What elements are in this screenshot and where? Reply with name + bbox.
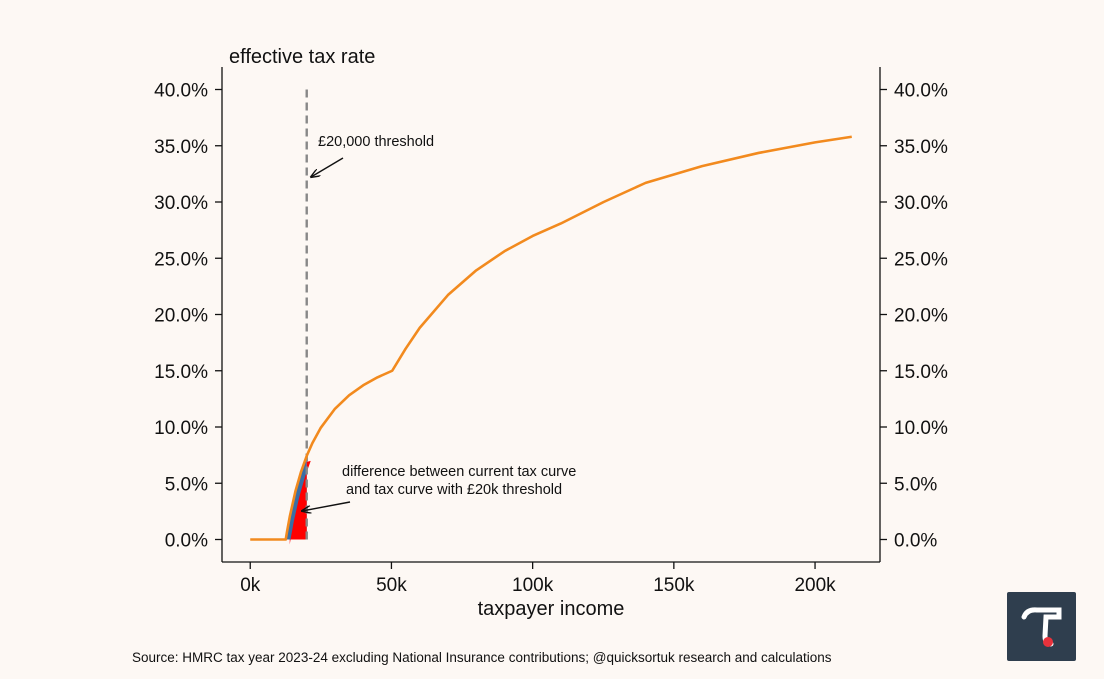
y-tick-label-right: 30.0% xyxy=(894,193,948,214)
y-tick-label-right: 35.0% xyxy=(894,137,948,158)
current-tax-curve xyxy=(250,135,852,541)
y-tick-label-right: 10.0% xyxy=(894,418,948,439)
y-tick-label-left: 35.0% xyxy=(154,137,208,158)
threshold-annotation-arrow xyxy=(311,157,344,177)
x-tick-label: 150k xyxy=(653,575,695,596)
y-tick-label-left: 10.0% xyxy=(154,418,208,439)
y-axis-title: effective tax rate xyxy=(229,46,375,68)
brand-logo xyxy=(1007,592,1076,661)
x-tick-label: 50k xyxy=(376,575,407,596)
y-tick-label-left: 5.0% xyxy=(165,474,208,495)
x-tick-label: 100k xyxy=(512,575,554,596)
plot-area xyxy=(250,89,852,545)
y-tick-label-right: 5.0% xyxy=(894,474,937,495)
difference-annotation-arrow xyxy=(302,501,351,511)
ticks: 0.0% 0.0% 5.0% 5.0% 10.0% 10.0% 15.0% 15.0% 20.0… xyxy=(154,81,948,597)
y-tick-label-left: 0.0% xyxy=(165,531,208,552)
y-tick-label-left: 25.0% xyxy=(154,249,208,270)
y-tick-label-left: 15.0% xyxy=(154,362,208,383)
source-note: Source: HMRC tax year 2023-24 excluding … xyxy=(132,650,832,665)
y-tick-label-left: 20.0% xyxy=(154,306,208,327)
logo-accent-dot xyxy=(1043,637,1053,647)
difference-fill xyxy=(289,460,311,545)
y-tick-label-right: 40.0% xyxy=(894,81,948,102)
threshold-annotation: £20,000 threshold xyxy=(318,134,434,150)
x-tick-label: 200k xyxy=(794,575,836,596)
difference-annotation-line2: and tax curve with £20k threshold xyxy=(342,482,562,498)
y-tick-label-right: 15.0% xyxy=(894,362,948,383)
y-tick-label-left: 30.0% xyxy=(154,193,208,214)
y-tick-label-right: 20.0% xyxy=(894,306,948,327)
x-tick-label: 0k xyxy=(240,575,261,596)
difference-annotation-line1: difference between current tax curve xyxy=(342,464,576,480)
y-tick-label-right: 25.0% xyxy=(894,249,948,270)
tau-logo-icon xyxy=(1021,607,1062,647)
x-axis-title: taxpayer income xyxy=(478,598,625,620)
y-tick-label-right: 0.0% xyxy=(894,531,937,552)
y-tick-label-left: 40.0% xyxy=(154,81,208,102)
